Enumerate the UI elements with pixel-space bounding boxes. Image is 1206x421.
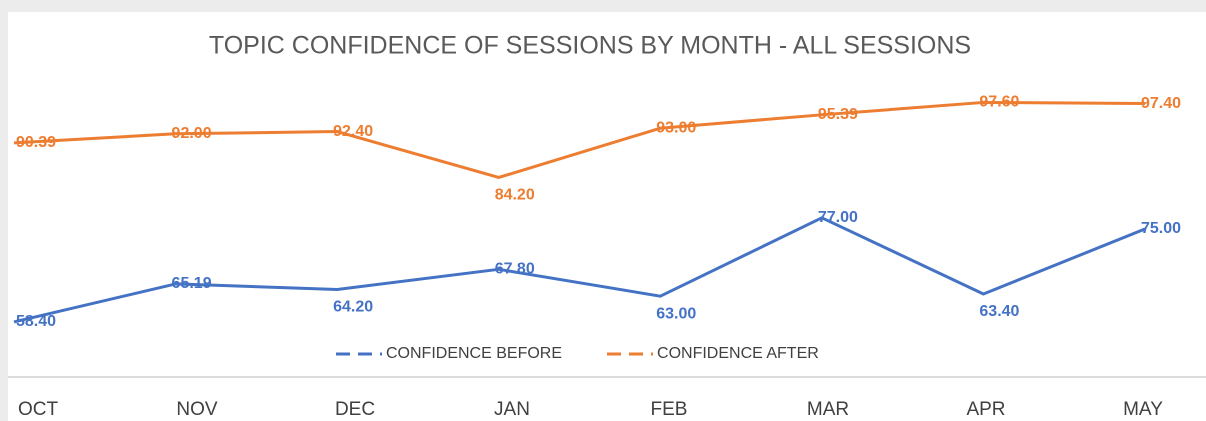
x-tick-label: FEB (651, 399, 688, 420)
data-label: 75.00 (1141, 220, 1181, 237)
line-series (13, 100, 1146, 179)
data-label: 63.00 (656, 305, 696, 322)
data-label: 97.60 (979, 94, 1019, 111)
data-label: 97.40 (1141, 95, 1181, 112)
data-label: 67.80 (495, 261, 535, 278)
x-tick-label: APR (966, 399, 1005, 420)
x-tick-label: MAY (1123, 399, 1163, 420)
data-label: 65.19 (172, 275, 212, 292)
data-label: 92.00 (172, 125, 212, 142)
data-label: 92.40 (333, 123, 373, 140)
line-series (13, 216, 1146, 324)
chart-title: TOPIC CONFIDENCE OF SESSIONS BY MONTH - … (209, 32, 971, 60)
data-label: 63.40 (979, 303, 1019, 320)
x-tick-label: JAN (494, 399, 530, 420)
legend-label: CONFIDENCE BEFORE (386, 345, 562, 362)
x-tick-label: NOV (176, 399, 218, 420)
data-label: 90.39 (16, 134, 56, 151)
legend-label: CONFIDENCE AFTER (657, 345, 819, 362)
data-label: 77.00 (818, 209, 858, 226)
x-tick-label: OCT (18, 399, 59, 420)
data-label: 58.40 (16, 313, 56, 330)
chart-panel (8, 12, 1206, 421)
data-label: 93.00 (656, 119, 696, 136)
data-label: 95.39 (818, 106, 858, 123)
x-tick-label: MAR (807, 399, 849, 420)
x-tick-label: DEC (335, 399, 375, 420)
data-label: 84.20 (495, 187, 535, 204)
data-label: 64.20 (333, 299, 373, 316)
